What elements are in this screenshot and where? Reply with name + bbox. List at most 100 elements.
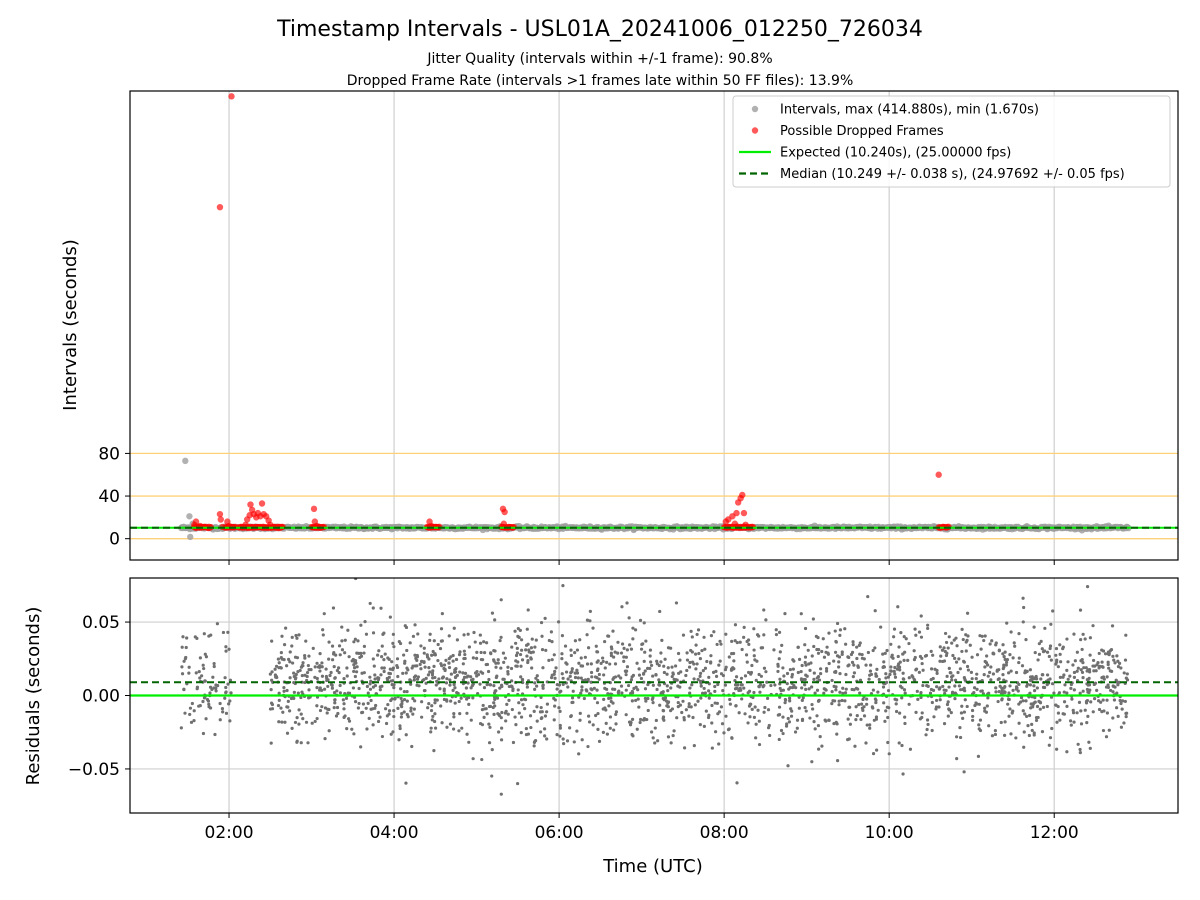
residual-point bbox=[1009, 669, 1013, 673]
residual-point bbox=[783, 698, 788, 702]
residual-point bbox=[365, 727, 369, 731]
residual-point bbox=[897, 741, 901, 745]
residual-point bbox=[539, 695, 543, 700]
residual-point bbox=[1100, 676, 1104, 680]
residual-point bbox=[1002, 733, 1007, 737]
residual-point bbox=[482, 640, 486, 644]
residual-point bbox=[849, 652, 854, 657]
residual-point bbox=[1105, 711, 1110, 715]
residual-point bbox=[1039, 639, 1043, 643]
residual-point bbox=[1043, 626, 1047, 630]
residual-point bbox=[481, 703, 485, 708]
residual-point bbox=[586, 646, 591, 650]
residual-point bbox=[1022, 745, 1026, 749]
residual-point bbox=[639, 676, 644, 681]
residual-point bbox=[603, 686, 607, 690]
residual-point bbox=[539, 620, 544, 625]
residual-point bbox=[515, 651, 520, 655]
residual-point bbox=[851, 640, 855, 644]
residual-point bbox=[441, 675, 445, 680]
residual-point bbox=[989, 665, 993, 669]
residual-point bbox=[1023, 712, 1027, 716]
residual-point bbox=[458, 712, 462, 716]
residual-point bbox=[389, 732, 393, 736]
residual-point bbox=[682, 716, 686, 720]
residual-point bbox=[463, 652, 467, 657]
residual-point bbox=[928, 691, 933, 695]
residual-point bbox=[201, 663, 205, 667]
residual-point bbox=[837, 660, 841, 664]
residual-point bbox=[374, 703, 378, 708]
residual-point bbox=[776, 669, 780, 674]
residual-point bbox=[382, 658, 386, 662]
residual-point bbox=[1070, 697, 1074, 701]
residual-point bbox=[397, 640, 401, 644]
residual-point bbox=[1107, 666, 1111, 670]
residual-point bbox=[717, 710, 722, 714]
residual-point bbox=[761, 685, 765, 689]
residual-point bbox=[1062, 712, 1066, 716]
residual-point bbox=[834, 639, 838, 644]
residual-point bbox=[713, 689, 717, 693]
residual-point bbox=[517, 635, 521, 639]
interval-outlier-point bbox=[187, 533, 194, 541]
residual-point bbox=[1034, 716, 1039, 720]
residual-point bbox=[866, 594, 870, 599]
residual-point bbox=[1017, 656, 1021, 660]
residual-point bbox=[864, 663, 868, 667]
residual-point bbox=[320, 661, 324, 665]
residual-point bbox=[573, 639, 578, 643]
residual-point bbox=[984, 710, 989, 714]
residual-point bbox=[188, 706, 193, 710]
x-axis-label: Time (UTC) bbox=[602, 856, 703, 877]
residual-point bbox=[806, 648, 810, 652]
residual-point bbox=[453, 668, 457, 672]
residual-point bbox=[971, 714, 975, 719]
residual-point bbox=[858, 691, 862, 695]
residual-point bbox=[669, 709, 673, 713]
residual-point bbox=[774, 633, 779, 637]
residual-point bbox=[1026, 724, 1030, 728]
bottom-plot-area bbox=[130, 578, 1178, 813]
residual-point bbox=[838, 633, 842, 637]
residual-point bbox=[416, 675, 420, 679]
residual-point bbox=[195, 685, 200, 689]
residual-point bbox=[1054, 653, 1058, 657]
residual-point bbox=[383, 707, 388, 711]
residual-point bbox=[483, 707, 487, 711]
residual-point bbox=[985, 704, 989, 708]
residual-point bbox=[372, 664, 376, 668]
residual-point bbox=[1054, 646, 1059, 651]
residual-point bbox=[352, 732, 356, 736]
residual-point bbox=[399, 687, 403, 691]
residual-point bbox=[405, 648, 409, 653]
residual-point bbox=[587, 720, 592, 724]
residual-point bbox=[654, 718, 658, 723]
residual-point bbox=[1117, 661, 1122, 665]
residual-point bbox=[533, 687, 537, 691]
residual-point bbox=[490, 748, 494, 752]
residual-point bbox=[362, 651, 366, 655]
residual-point bbox=[790, 672, 795, 677]
residual-point bbox=[958, 667, 962, 671]
residual-point bbox=[946, 646, 950, 650]
residual-point bbox=[299, 712, 303, 716]
residual-point bbox=[213, 732, 217, 737]
residual-point bbox=[750, 707, 754, 712]
residual-point bbox=[848, 722, 852, 726]
residual-point bbox=[774, 628, 778, 632]
residual-point bbox=[553, 704, 557, 708]
residual-point bbox=[848, 713, 853, 717]
residual-point bbox=[218, 701, 222, 706]
residual-point bbox=[579, 656, 583, 660]
residual-point bbox=[815, 714, 819, 718]
residual-point bbox=[488, 651, 493, 655]
residual-point bbox=[1091, 710, 1095, 714]
residual-point bbox=[1011, 688, 1015, 692]
residual-point bbox=[565, 662, 569, 666]
residual-point bbox=[431, 669, 435, 673]
residual-point bbox=[1083, 708, 1087, 712]
residual-point bbox=[787, 687, 791, 691]
residual-point bbox=[279, 656, 283, 660]
residual-point bbox=[611, 629, 615, 633]
